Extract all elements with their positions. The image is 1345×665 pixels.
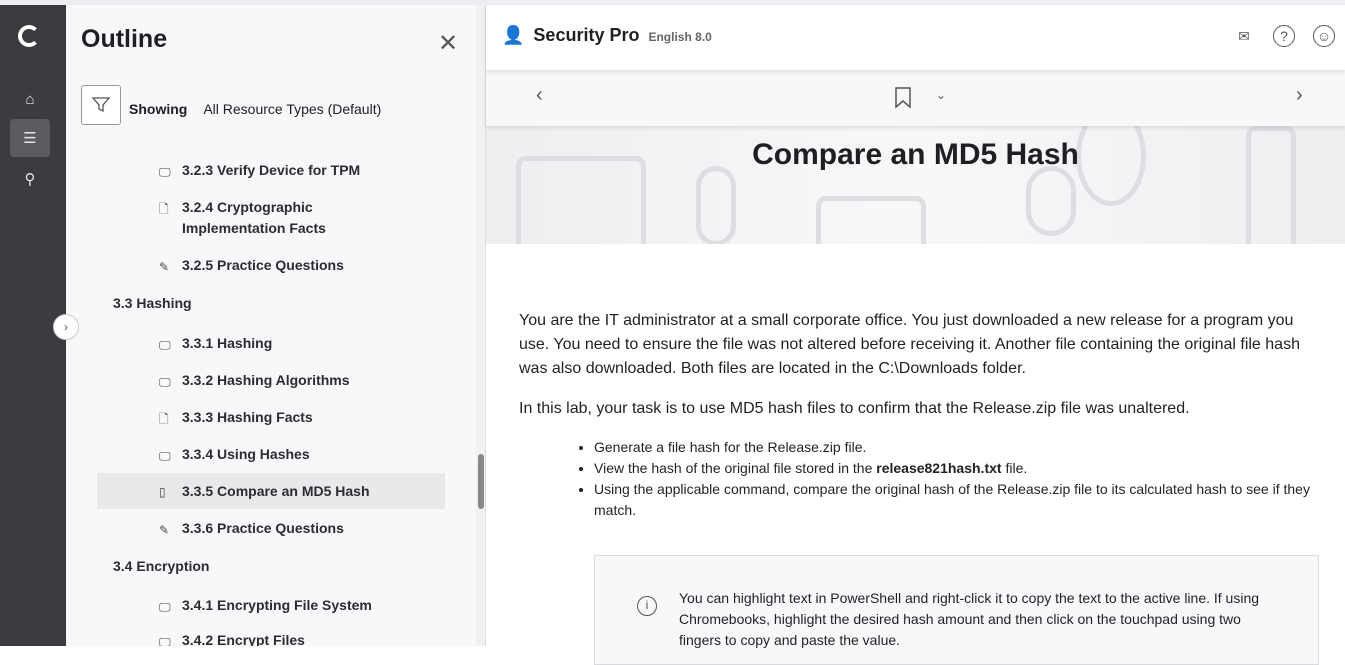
info-icon: i (637, 596, 657, 616)
outline-item[interactable]: ✎ 3.2.5 Practice Questions (97, 255, 445, 276)
account-icon[interactable]: ☺ (1313, 25, 1335, 47)
monitor-icon: 🖵 (159, 600, 171, 614)
left-rail: ⌂ ☰ ⚲ (0, 5, 66, 646)
lesson-nav: ‹ ⌄ › (486, 70, 1345, 126)
bookmark-dropdown-icon[interactable]: ⌄ (936, 88, 947, 102)
outline-title: Outline (81, 25, 168, 53)
edit-icon: ✎ (159, 260, 170, 274)
document-icon: 🗋 (159, 412, 169, 426)
user-shield-icon: 👤 (502, 25, 525, 45)
previous-chevron-icon[interactable]: ‹ (536, 84, 543, 106)
monitor-icon: 🖵 (159, 449, 171, 463)
filter-value[interactable]: All Resource Types (Default) (203, 101, 382, 117)
outline-item[interactable]: 🖵 3.3.2 Hashing Algorithms (97, 370, 445, 391)
info-note: i You can highlight text in PowerShell a… (594, 555, 1319, 665)
task-item: Using the applicable command, compare th… (594, 479, 1324, 521)
help-icon[interactable]: ? (1273, 25, 1295, 47)
outline-item[interactable]: 🖵 3.4.1 Encrypting File System (97, 595, 445, 616)
outline-menu-icon[interactable]: ☰ (10, 119, 50, 157)
outline-item[interactable]: ✎ 3.3.6 Practice Questions (97, 518, 445, 539)
app-logo (18, 25, 40, 47)
filter-row: Showing All Resource Types (Default) (129, 101, 381, 117)
brand-title: Security Pro (533, 25, 640, 45)
next-chevron-icon[interactable]: › (1296, 84, 1303, 106)
scrollbar-thumb[interactable] (478, 454, 484, 509)
intro-paragraph: You are the IT administrator at a small … (519, 312, 1300, 377)
outline-item-selected[interactable]: ▯ 3.3.5 Compare an MD5 Hash (97, 473, 445, 509)
version-label: English 8.0 (648, 30, 712, 44)
outline-item[interactable]: 🗋 3.2.4 Cryptographic Implementation Fact… (159, 199, 326, 236)
outline-section[interactable]: 3.4 Encryption (113, 558, 210, 574)
outline-section[interactable]: 3.3 Hashing (113, 295, 192, 311)
page-title: Compare an MD5 Hash (752, 138, 1079, 171)
lab-description: You are the IT administrator at a small … (519, 309, 1324, 665)
mouse-icon: ▯ (159, 485, 166, 499)
top-strip (0, 0, 1345, 5)
outline-item[interactable]: 🖵 3.2.3 Verify Device for TPM (97, 160, 445, 181)
filter-icon (91, 97, 111, 113)
outline-item[interactable]: 🖵 3.4.2 Encrypt Files (97, 630, 445, 646)
document-icon: 🗋 (159, 202, 169, 216)
home-icon[interactable]: ⌂ (25, 90, 35, 108)
filter-button[interactable] (81, 85, 121, 125)
filter-label: Showing (129, 101, 188, 117)
outline-item[interactable]: 🖵 3.3.4 Using Hashes (97, 444, 445, 465)
outline-scrollbar[interactable] (476, 5, 486, 646)
app-header: 👤 Security Pro English 8.0 ✉ ? ☺ (486, 5, 1345, 70)
close-icon[interactable]: ✕ (438, 30, 459, 57)
mail-icon[interactable]: ✉ (1238, 27, 1250, 44)
outline-item[interactable]: 🖵 3.3.1 Hashing (97, 333, 445, 354)
monitor-icon: 🖵 (159, 635, 171, 646)
search-icon[interactable]: ⚲ (24, 171, 36, 188)
monitor-icon: 🖵 (159, 338, 171, 352)
task-item: View the hash of the original file store… (594, 458, 1324, 479)
outline-panel: Outline ✕ Showing All Resource Types (De… (66, 5, 476, 646)
outline-item[interactable]: 🗋 3.3.3 Hashing Facts (97, 407, 445, 428)
edit-icon: ✎ (159, 523, 170, 537)
title-banner: Compare an MD5 Hash (486, 126, 1345, 244)
monitor-icon: 🖵 (159, 165, 171, 179)
expand-chevron-icon[interactable]: › (53, 314, 79, 340)
task-paragraph: In this lab, your task is to use MD5 has… (519, 400, 1190, 417)
monitor-icon: 🖵 (159, 375, 171, 389)
note-text: You can highlight text in PowerShell and… (679, 590, 1260, 648)
bookmark-icon[interactable] (894, 87, 912, 109)
brand-row: 👤 Security Pro English 8.0 (502, 25, 712, 46)
task-item: Generate a file hash for the Release.zip… (594, 437, 1324, 458)
task-list: Generate a file hash for the Release.zip… (594, 437, 1324, 521)
